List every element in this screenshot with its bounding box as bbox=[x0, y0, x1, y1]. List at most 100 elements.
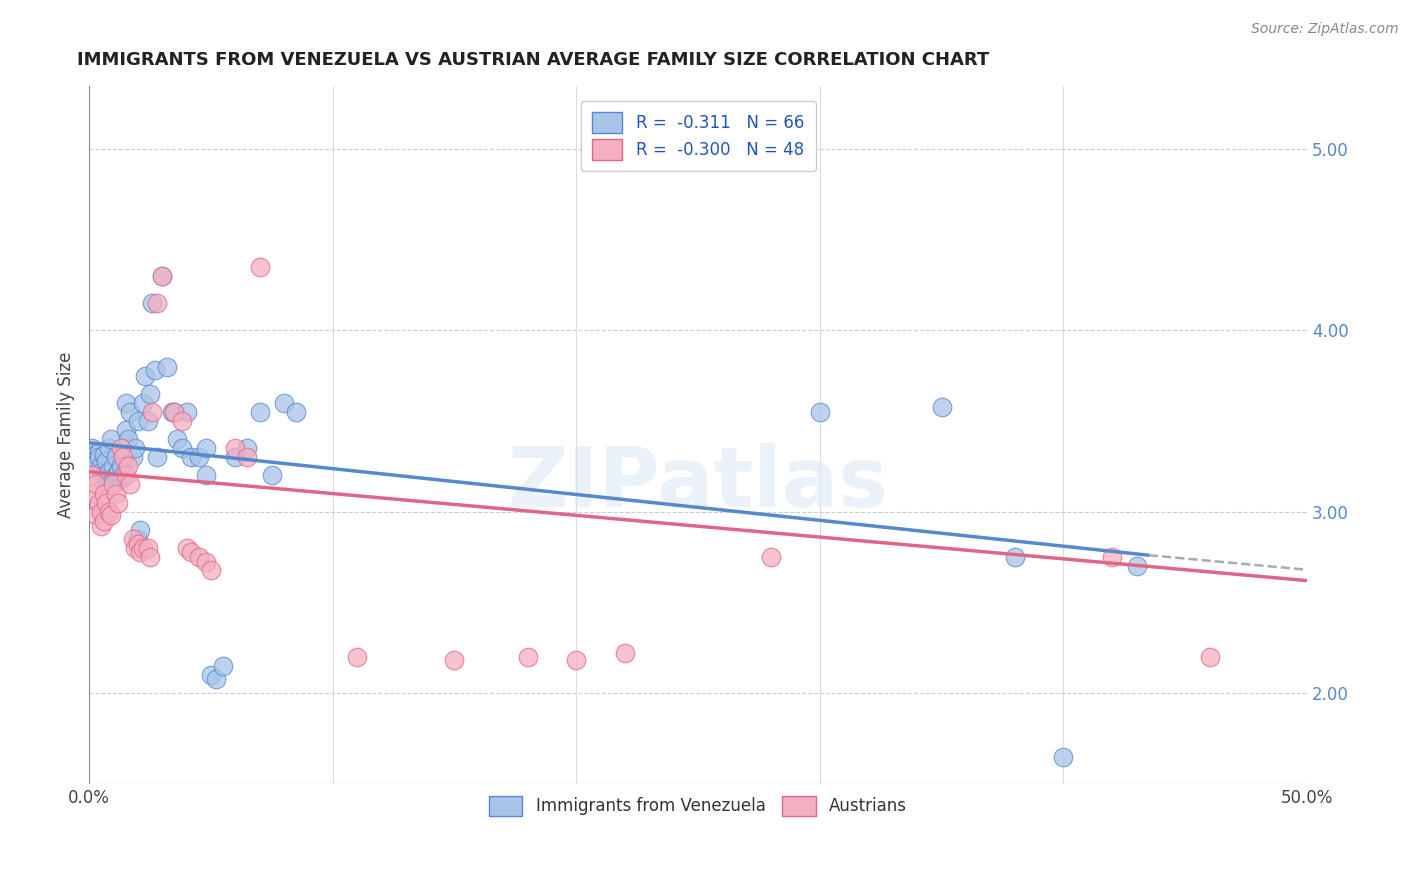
Point bbox=[114, 423, 136, 437]
Point bbox=[107, 495, 129, 509]
Point bbox=[107, 465, 129, 479]
Text: IMMIGRANTS FROM VENEZUELA VS AUSTRIAN AVERAGE FAMILY SIZE CORRELATION CHART: IMMIGRANTS FROM VENEZUELA VS AUSTRIAN AV… bbox=[77, 51, 990, 69]
Point bbox=[94, 495, 117, 509]
Point bbox=[83, 450, 105, 465]
Point bbox=[104, 486, 127, 500]
Point bbox=[273, 396, 295, 410]
Point bbox=[134, 368, 156, 383]
Point bbox=[80, 441, 103, 455]
Point bbox=[1125, 559, 1147, 574]
Point bbox=[163, 405, 186, 419]
Point bbox=[90, 459, 112, 474]
Point bbox=[224, 441, 246, 455]
Point bbox=[104, 450, 127, 465]
Point bbox=[80, 468, 103, 483]
Point bbox=[516, 649, 538, 664]
Point bbox=[97, 465, 120, 479]
Point bbox=[1004, 549, 1026, 564]
Point bbox=[212, 658, 235, 673]
Point bbox=[124, 441, 146, 455]
Point bbox=[146, 296, 169, 310]
Text: ZIPatlas: ZIPatlas bbox=[508, 443, 889, 524]
Point bbox=[236, 441, 259, 455]
Point bbox=[90, 465, 112, 479]
Point bbox=[224, 450, 246, 465]
Point bbox=[614, 646, 637, 660]
Point bbox=[112, 468, 135, 483]
Point bbox=[104, 468, 127, 483]
Point bbox=[260, 468, 283, 483]
Point bbox=[163, 405, 186, 419]
Point bbox=[94, 454, 117, 468]
Point bbox=[93, 486, 115, 500]
Point bbox=[150, 268, 173, 283]
Point bbox=[204, 672, 226, 686]
Point bbox=[117, 459, 139, 474]
Point bbox=[195, 468, 218, 483]
Point bbox=[90, 505, 112, 519]
Point bbox=[187, 450, 209, 465]
Point bbox=[114, 468, 136, 483]
Point bbox=[124, 541, 146, 555]
Point bbox=[86, 508, 108, 523]
Point bbox=[146, 450, 169, 465]
Point bbox=[87, 495, 110, 509]
Point bbox=[156, 359, 179, 374]
Point bbox=[170, 414, 193, 428]
Point bbox=[120, 477, 142, 491]
Point bbox=[87, 450, 110, 465]
Point bbox=[249, 260, 271, 274]
Point bbox=[86, 477, 108, 491]
Point bbox=[131, 396, 153, 410]
Point bbox=[117, 432, 139, 446]
Point bbox=[127, 532, 149, 546]
Point bbox=[150, 268, 173, 283]
Point bbox=[141, 405, 163, 419]
Point bbox=[131, 541, 153, 555]
Point bbox=[1101, 549, 1123, 564]
Point bbox=[93, 468, 115, 483]
Point bbox=[100, 477, 122, 491]
Point bbox=[129, 523, 152, 537]
Point bbox=[87, 445, 110, 459]
Point bbox=[195, 556, 218, 570]
Point bbox=[180, 544, 202, 558]
Point bbox=[565, 653, 588, 667]
Point bbox=[141, 296, 163, 310]
Point bbox=[176, 541, 198, 555]
Point bbox=[110, 459, 132, 474]
Point bbox=[200, 668, 222, 682]
Point bbox=[195, 441, 218, 455]
Point bbox=[931, 400, 953, 414]
Point bbox=[122, 532, 145, 546]
Point bbox=[97, 441, 120, 455]
Point bbox=[93, 514, 115, 528]
Point bbox=[103, 459, 125, 474]
Point bbox=[443, 653, 465, 667]
Point bbox=[83, 454, 105, 468]
Point bbox=[1198, 649, 1220, 664]
Point bbox=[143, 363, 166, 377]
Point bbox=[97, 505, 120, 519]
Point bbox=[170, 441, 193, 455]
Point bbox=[100, 432, 122, 446]
Point bbox=[139, 549, 162, 564]
Point bbox=[187, 549, 209, 564]
Point bbox=[759, 549, 782, 564]
Point bbox=[112, 450, 135, 465]
Point bbox=[129, 544, 152, 558]
Point bbox=[100, 508, 122, 523]
Point bbox=[110, 441, 132, 455]
Y-axis label: Average Family Size: Average Family Size bbox=[58, 351, 75, 518]
Point bbox=[176, 405, 198, 419]
Text: Source: ZipAtlas.com: Source: ZipAtlas.com bbox=[1251, 22, 1399, 37]
Point bbox=[93, 449, 115, 463]
Point bbox=[94, 472, 117, 486]
Point bbox=[103, 477, 125, 491]
Point bbox=[166, 432, 188, 446]
Point bbox=[127, 414, 149, 428]
Point bbox=[1052, 749, 1074, 764]
Point bbox=[86, 447, 108, 461]
Point bbox=[127, 537, 149, 551]
Point bbox=[120, 405, 142, 419]
